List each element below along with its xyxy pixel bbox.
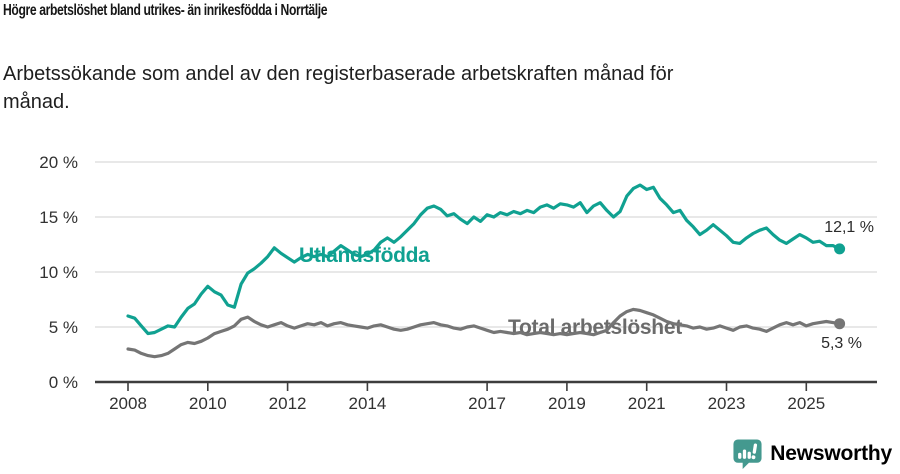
grid-layer: 0 % 5 % 10 % 15 % 20 % 2008 2010 2012 2014 2017 20…: [39, 153, 877, 413]
series-line-total-arbetsloshet: [126, 307, 842, 359]
newsworthy-logo[interactable]: Newsworthy: [732, 438, 892, 470]
y-axis-label: 20 %: [39, 153, 78, 172]
y-axis-label: 0 %: [49, 373, 78, 392]
chart-title: Högre arbetslöshet bland utrikes- än inr…: [3, 2, 328, 19]
y-axis-label: 5 %: [49, 318, 78, 337]
x-tick-label: 2014: [348, 394, 386, 413]
series-line-utlandsfodda: [126, 183, 842, 336]
x-tick-label: 2010: [189, 394, 227, 413]
chart-subtitle: Arbetssökande som andel av den registerb…: [3, 63, 674, 113]
x-tick-label: 2019: [548, 394, 586, 413]
bar-chart-speech-bubble-icon: [733, 439, 762, 470]
x-tick-label: 2021: [628, 394, 666, 413]
series-end-dot: [834, 318, 846, 330]
y-axis-label: 10 %: [39, 263, 78, 282]
end-value-label-utlandsfodda: 12,1 %: [824, 219, 874, 236]
x-tick-label: 2017: [468, 394, 506, 413]
end-value-label-total: 5,3 %: [821, 335, 862, 352]
x-tick-label: 2023: [708, 394, 746, 413]
series-layer: [126, 183, 846, 359]
x-tick-label: 2025: [787, 394, 825, 413]
series-end-dot: [834, 243, 846, 255]
newsworthy-logo-text: Newsworthy: [770, 442, 892, 465]
x-tick-label: 2008: [109, 394, 147, 413]
x-tick-label: 2012: [269, 394, 307, 413]
y-axis-label: 15 %: [39, 208, 78, 227]
